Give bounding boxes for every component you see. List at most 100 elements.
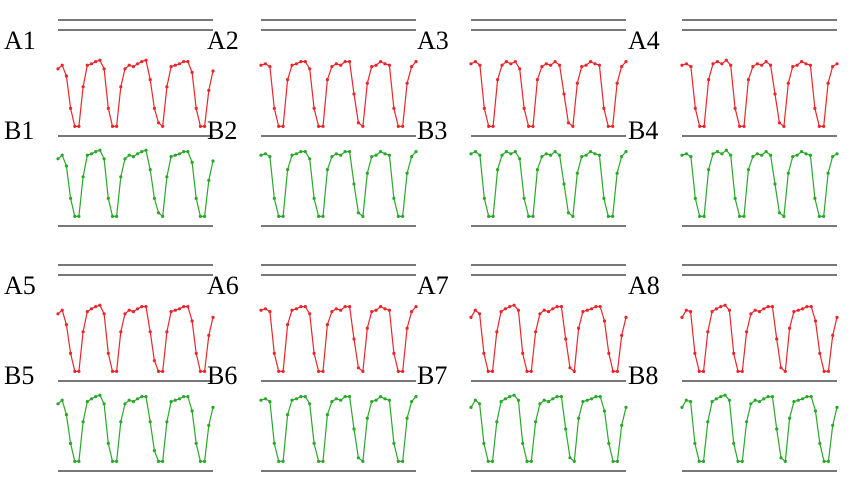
data-point-b7-16 bbox=[538, 402, 542, 406]
data-point-b3-34 bbox=[620, 155, 624, 159]
data-point-b3-29 bbox=[597, 153, 602, 157]
data-point-a8-9 bbox=[719, 305, 723, 309]
data-point-b2-21 bbox=[352, 182, 356, 186]
data-point-a5-33 bbox=[194, 351, 198, 355]
series-line-b6 bbox=[260, 395, 417, 463]
data-point-b4-4 bbox=[698, 214, 702, 218]
data-point-a2-18 bbox=[339, 63, 343, 67]
data-point-a3-35 bbox=[624, 60, 628, 64]
data-point-b8-15 bbox=[745, 420, 749, 424]
data-point-a4-31 bbox=[817, 124, 821, 128]
data-point-a4-19 bbox=[764, 60, 768, 64]
panel-label-b4: B4 bbox=[628, 116, 659, 145]
data-point-b8-29 bbox=[805, 395, 809, 399]
data-point-b2-11 bbox=[308, 157, 312, 161]
panel-label-a7: A7 bbox=[417, 271, 449, 300]
data-point-b6-12 bbox=[312, 441, 316, 445]
data-point-a6-35 bbox=[414, 305, 418, 309]
data-point-a5-35 bbox=[203, 369, 207, 373]
data-point-b7-10 bbox=[512, 393, 516, 397]
data-point-a8-14 bbox=[740, 369, 744, 373]
data-point-a2-19 bbox=[343, 60, 347, 64]
data-point-b4-26 bbox=[795, 153, 799, 157]
data-point-a4-15 bbox=[746, 78, 751, 82]
data-point-a2-21 bbox=[352, 92, 356, 96]
data-point-b7-19 bbox=[551, 397, 555, 401]
panel-label-a4: A4 bbox=[628, 26, 660, 55]
data-point-a8-5 bbox=[701, 369, 706, 373]
data-point-a5-20 bbox=[140, 305, 144, 309]
data-point-b7-17 bbox=[542, 398, 546, 402]
data-point-a8-28 bbox=[801, 307, 805, 311]
data-point-a5-1 bbox=[60, 308, 64, 312]
data-point-b5-22 bbox=[148, 420, 152, 424]
data-point-b3-11 bbox=[518, 157, 522, 161]
data-point-b6-8 bbox=[294, 397, 298, 401]
data-point-b4-20 bbox=[769, 153, 773, 157]
data-point-a7-13 bbox=[525, 369, 529, 373]
data-point-a1-3 bbox=[69, 106, 73, 110]
data-point-a2-12 bbox=[312, 106, 316, 110]
data-point-b3-23 bbox=[571, 214, 575, 218]
data-point-a7-7 bbox=[499, 310, 503, 314]
data-point-b5-18 bbox=[131, 400, 135, 404]
data-point-b4-15 bbox=[746, 168, 751, 172]
data-point-b2-23 bbox=[361, 214, 365, 218]
data-point-b1-20 bbox=[140, 150, 144, 154]
data-point-a3-34 bbox=[620, 65, 624, 69]
data-point-a6-14 bbox=[321, 369, 325, 373]
data-point-b7-35 bbox=[620, 423, 624, 427]
data-point-b7-9 bbox=[508, 395, 512, 399]
data-point-b2-29 bbox=[387, 153, 391, 157]
data-point-b5-0 bbox=[56, 402, 60, 406]
data-point-a6-20 bbox=[348, 305, 352, 309]
data-point-b2-31 bbox=[396, 214, 400, 218]
data-point-b4-9 bbox=[720, 152, 724, 156]
data-point-a1-13 bbox=[110, 124, 115, 128]
data-point-b8-31 bbox=[813, 409, 818, 413]
data-point-b1-27 bbox=[169, 155, 173, 159]
data-point-b7-31 bbox=[602, 409, 607, 413]
data-point-a2-34 bbox=[410, 65, 414, 69]
data-point-b7-7 bbox=[499, 400, 503, 404]
data-point-a3-29 bbox=[597, 63, 602, 67]
data-point-b1-35 bbox=[203, 214, 207, 218]
data-point-a6-11 bbox=[308, 312, 312, 316]
data-point-a4-30 bbox=[813, 106, 817, 110]
series-line-b3 bbox=[470, 150, 627, 218]
data-point-b4-29 bbox=[808, 153, 813, 157]
data-point-a2-23 bbox=[361, 124, 365, 128]
series-line-b2 bbox=[260, 150, 417, 218]
data-point-b5-21 bbox=[144, 395, 148, 399]
data-point-a1-10 bbox=[98, 58, 102, 62]
data-point-a3-33 bbox=[615, 81, 619, 85]
data-point-b7-6 bbox=[495, 420, 499, 424]
data-point-a3-23 bbox=[571, 124, 575, 128]
data-point-b5-12 bbox=[106, 441, 110, 445]
series-line-b7 bbox=[470, 394, 627, 463]
series-line-a3 bbox=[470, 60, 627, 128]
data-point-a2-10 bbox=[303, 60, 307, 64]
data-point-a6-23 bbox=[361, 369, 365, 373]
data-point-a4-6 bbox=[707, 78, 711, 82]
data-point-b3-3 bbox=[482, 196, 486, 200]
data-point-a3-6 bbox=[496, 78, 500, 82]
series-line-a7 bbox=[470, 304, 627, 373]
data-point-a7-19 bbox=[551, 307, 555, 311]
data-point-a8-19 bbox=[762, 307, 766, 311]
data-point-a5-11 bbox=[102, 312, 106, 316]
data-point-b4-2 bbox=[689, 155, 693, 159]
data-point-a2-32 bbox=[401, 124, 405, 128]
data-point-a5-18 bbox=[131, 310, 135, 314]
data-point-b1-11 bbox=[102, 157, 106, 161]
data-point-b1-29 bbox=[177, 152, 182, 156]
data-point-a7-12 bbox=[521, 351, 525, 355]
data-point-a4-0 bbox=[680, 63, 684, 67]
data-point-b8-28 bbox=[801, 397, 805, 401]
data-point-a1-6 bbox=[81, 85, 85, 89]
data-point-a4-12 bbox=[733, 106, 737, 110]
data-point-b7-5 bbox=[490, 459, 495, 463]
data-point-a3-24 bbox=[575, 81, 579, 85]
data-point-a1-1 bbox=[60, 63, 64, 67]
data-point-b3-10 bbox=[513, 150, 517, 154]
